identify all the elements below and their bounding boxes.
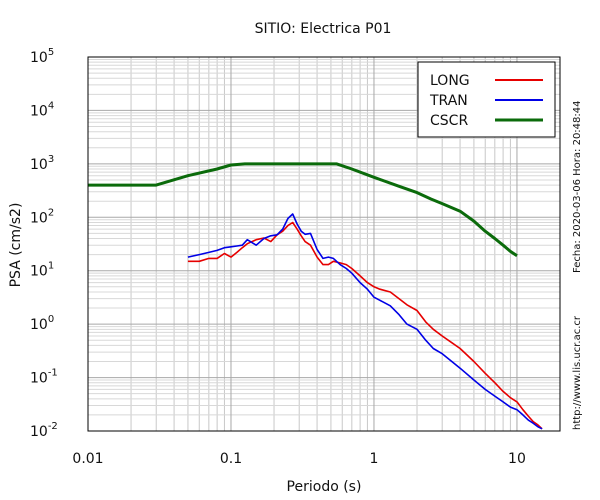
x-tick-label: 0.01 (72, 451, 103, 467)
series-layer (88, 162, 543, 430)
y-axis-label: PSA (cm/s2) (8, 203, 24, 288)
series-line-cscr (88, 162, 518, 258)
date-time-stamp: Fecha: 2020-03-06 Hora: 20:48:44 (572, 101, 583, 274)
x-tick-labels: 0.01 0.1 1 10 (72, 451, 525, 467)
legend-label-long: LONG (430, 73, 470, 89)
minor-grid-y (88, 58, 560, 416)
source-url: http://www.lis.ucr.ac.cr (572, 315, 583, 430)
x-tick-label: 1 (370, 451, 379, 467)
minor-grid-x (130, 57, 511, 431)
series-line-tran (187, 213, 543, 430)
y-tick-label: 10-1 (30, 368, 58, 387)
chart-title: SITIO: Electrica P01 (255, 21, 392, 37)
plot-frame (87, 56, 561, 432)
y-tick-label: 102 (30, 207, 54, 226)
series-line-long (187, 221, 543, 430)
legend: LONG TRAN CSCR (417, 61, 556, 138)
legend-label-cscr: CSCR (430, 113, 468, 129)
legend-label-tran: TRAN (429, 93, 468, 109)
y-tick-label: 104 (30, 100, 54, 119)
x-tick-label: 0.1 (220, 451, 242, 467)
y-tick-label: 10-2 (30, 421, 58, 440)
y-tick-labels: 10-2 10-1 100 101 102 103 104 105 (30, 47, 58, 440)
x-axis-label: Periodo (s) (287, 479, 362, 495)
y-tick-label: 103 (30, 154, 54, 173)
y-tick-label: 100 (30, 314, 54, 333)
y-tick-label: 105 (30, 47, 54, 66)
x-tick-label: 10 (508, 451, 526, 467)
y-tick-label: 101 (30, 261, 54, 280)
